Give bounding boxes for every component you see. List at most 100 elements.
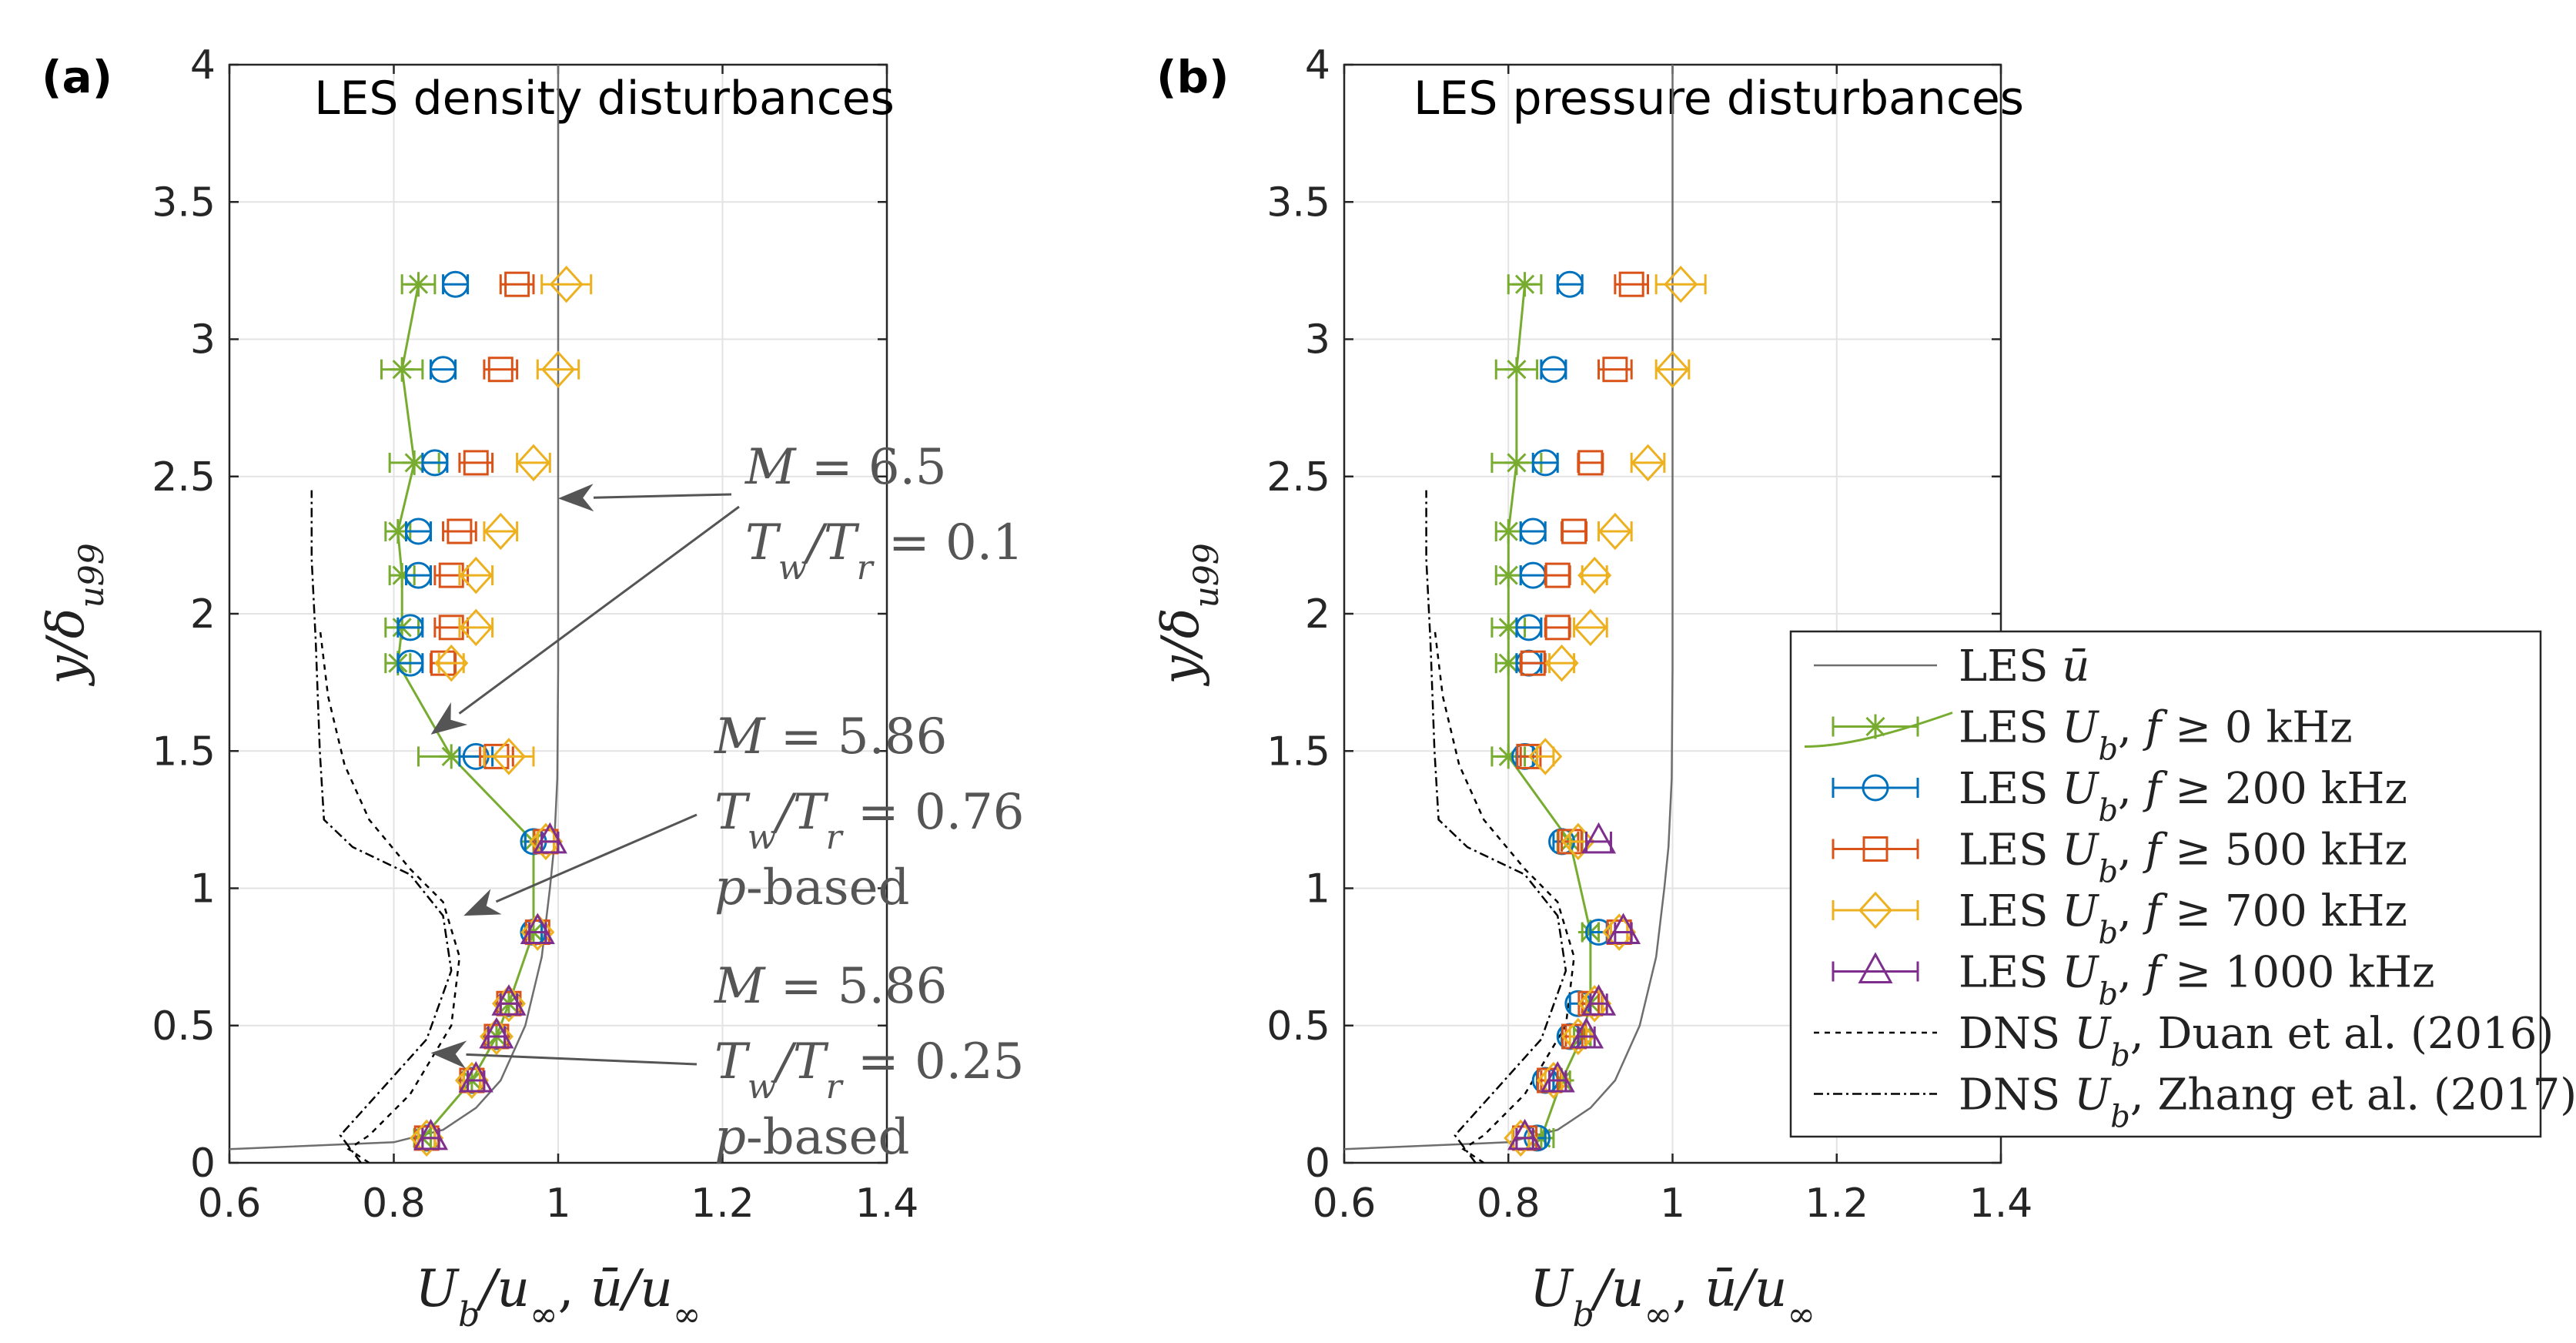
- x-tick-label: 0.6: [1313, 1181, 1377, 1227]
- annotation-text: Tw/Tr = 0.76: [714, 784, 1024, 857]
- legend-label: DNS Ub, Zhang et al. (2017): [1959, 1070, 2576, 1135]
- x-tick-label: 1.4: [855, 1181, 919, 1227]
- x-tick-label: 1.4: [1969, 1181, 2033, 1227]
- marker-triangle: [413, 1118, 449, 1150]
- marker-square: [487, 357, 514, 383]
- y-tick-label: 1: [1305, 866, 1330, 913]
- dns-duan-line: [1434, 627, 1575, 1163]
- x-tick-label: 0.8: [362, 1181, 426, 1227]
- marker-square: [463, 450, 489, 476]
- marker-circle: [405, 561, 433, 589]
- y-axis-label: y/δu99: [36, 543, 112, 687]
- dns-zhang-line: [310, 490, 453, 1163]
- marker-diamond: [1655, 350, 1690, 388]
- marker-triangle: [520, 913, 555, 945]
- annotation-text: M = 6.5: [744, 439, 947, 496]
- panel-label: (a): [42, 51, 112, 103]
- y-tick-label: 2: [190, 591, 216, 638]
- annotation-text: p-based: [714, 1109, 909, 1166]
- legend-label: LES Ub, f ≥ 200 kHz: [1959, 764, 2407, 829]
- marker-diamond: [491, 985, 526, 1023]
- y-tick-label: 1.5: [1266, 728, 1330, 775]
- marker-triangle: [1568, 1016, 1604, 1049]
- marker-diamond: [1561, 822, 1595, 861]
- y-tick-label: 2.5: [152, 454, 216, 501]
- annotation: M = 5.86 Tw/Tr = 0.76p-based: [463, 708, 1024, 916]
- y-tick-label: 3: [1305, 317, 1330, 363]
- x-tick-label: 1: [545, 1181, 570, 1227]
- arrowhead: [558, 484, 594, 512]
- legend-entry: LES Ub, f ≥ 700 kHz: [1832, 886, 2407, 951]
- marker-square: [1862, 836, 1889, 862]
- marker-diamond: [483, 512, 518, 551]
- marker-triangle: [1605, 913, 1641, 945]
- marker-circle: [421, 449, 449, 477]
- marker-diamond: [549, 265, 584, 303]
- legend-entry: LES Ub, f ≥ 1000 kHz: [1832, 948, 2435, 1013]
- annotation-arrow: [458, 505, 740, 715]
- series-triangle: [1507, 822, 1641, 1150]
- marker-square: [1602, 357, 1628, 383]
- y-tick-label: 3.5: [152, 179, 216, 226]
- marker-circle: [1540, 356, 1567, 383]
- annotation-text: M = 5.86: [714, 708, 947, 765]
- series-square: [1512, 271, 1650, 1151]
- legend-entry: DNS Ub, Zhang et al. (2017): [1814, 1070, 2576, 1135]
- annotation-text: p-based: [714, 859, 909, 916]
- marker-circle: [442, 270, 470, 298]
- legend-label: LES ū: [1959, 641, 2089, 692]
- marker-square: [504, 271, 530, 297]
- marker-star: [406, 272, 431, 297]
- marker-triangle: [1581, 822, 1617, 854]
- series-line: [396, 283, 535, 1139]
- legend-label: LES Ub, f ≥ 500 kHz: [1959, 826, 2407, 890]
- marker-triangle: [1581, 984, 1617, 1016]
- chart-title: LES density disturbances: [314, 72, 895, 126]
- plot-area: [1344, 65, 1707, 1163]
- marker-triangle: [1858, 952, 1893, 983]
- y-axis-label: y/δu99: [1151, 543, 1226, 687]
- marker-circle: [405, 517, 433, 545]
- plot-area: [229, 65, 593, 1163]
- y-tick-label: 3.5: [1266, 179, 1330, 226]
- marker-diamond: [1561, 1017, 1595, 1056]
- marker-diamond: [1577, 556, 1612, 594]
- marker-diamond: [1858, 891, 1893, 929]
- annotation-arrow: [466, 1053, 698, 1066]
- marker-square: [1577, 450, 1604, 476]
- series-diamond: [1504, 265, 1707, 1157]
- marker-diamond: [1597, 512, 1632, 551]
- y-tick-label: 0: [1305, 1140, 1330, 1187]
- legend-label: LES Ub, f ≥ 1000 kHz: [1959, 948, 2435, 1013]
- legend-entry: LES Ub, f ≥ 0 kHz: [1804, 703, 2353, 768]
- marker-triangle: [532, 822, 567, 854]
- chart-panel-b: 0.6 0.8 1 1.2 1.4 0 0.5 1 1.5 2 2.5 3 3.5 4 (b) LES pre…: [1151, 42, 2576, 1335]
- marker-diamond: [479, 1017, 514, 1056]
- chart-title: LES pressure disturbances: [1413, 72, 2024, 126]
- marker-diamond: [1528, 738, 1563, 775]
- marker-diamond: [1664, 265, 1698, 303]
- dns-duan-line: [319, 627, 461, 1163]
- les-mean-line: [1344, 65, 1674, 1150]
- marker-diamond: [459, 608, 493, 647]
- marker-triangle: [479, 1016, 514, 1049]
- legend-box: [1789, 630, 2542, 1138]
- marker-circle: [1862, 774, 1889, 802]
- marker-square: [1544, 615, 1571, 641]
- arrowhead: [463, 889, 502, 916]
- y-tick-label: 3: [190, 317, 216, 363]
- marker-circle: [430, 356, 457, 383]
- marker-diamond: [540, 350, 576, 388]
- dns-zhang-line: [1425, 490, 1567, 1163]
- annotation: M = 6.5 Tw/Tr = 0.1: [430, 439, 1024, 735]
- marker-square: [1561, 518, 1587, 544]
- marker-circle: [1531, 449, 1559, 477]
- series-circle: [396, 270, 547, 1152]
- marker-triangle: [458, 1060, 493, 1093]
- y-tick-label: 4: [190, 42, 216, 89]
- legend-entry: LES Ub, f ≥ 500 kHz: [1832, 826, 2407, 890]
- y-tick-label: 2.5: [1266, 454, 1330, 501]
- annotation-text: Tw/Tr = 0.25: [714, 1033, 1024, 1107]
- y-tick-label: 4: [1305, 42, 1330, 89]
